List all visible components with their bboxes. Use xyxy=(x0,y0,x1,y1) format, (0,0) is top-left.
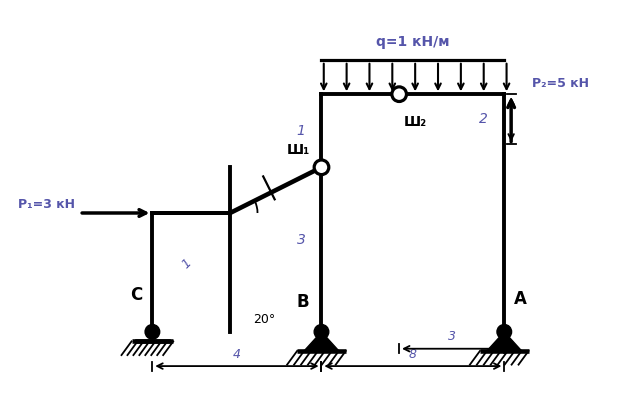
Circle shape xyxy=(392,87,406,102)
Polygon shape xyxy=(304,332,339,351)
Text: 3: 3 xyxy=(297,233,306,247)
Text: 1: 1 xyxy=(179,256,194,271)
Text: 1: 1 xyxy=(297,124,306,138)
Polygon shape xyxy=(487,332,522,351)
Circle shape xyxy=(497,325,512,339)
Text: 8: 8 xyxy=(409,348,417,361)
Text: 4: 4 xyxy=(233,348,241,361)
Circle shape xyxy=(314,325,329,339)
Text: q=1 кН/м: q=1 кН/м xyxy=(376,35,449,49)
Circle shape xyxy=(314,160,329,175)
Circle shape xyxy=(146,325,159,338)
Text: C: C xyxy=(130,286,143,304)
Circle shape xyxy=(145,325,160,339)
Text: B: B xyxy=(297,293,309,311)
Text: P₂=5 кН: P₂=5 кН xyxy=(532,77,589,90)
Text: P₁=3 кН: P₁=3 кН xyxy=(18,197,74,210)
Text: 20°: 20° xyxy=(253,313,275,326)
Text: 2: 2 xyxy=(480,112,489,126)
Text: A: A xyxy=(514,290,526,309)
Text: Ш₁: Ш₁ xyxy=(287,143,310,157)
Text: Ш₂: Ш₂ xyxy=(404,115,427,129)
Text: 3: 3 xyxy=(447,331,456,344)
